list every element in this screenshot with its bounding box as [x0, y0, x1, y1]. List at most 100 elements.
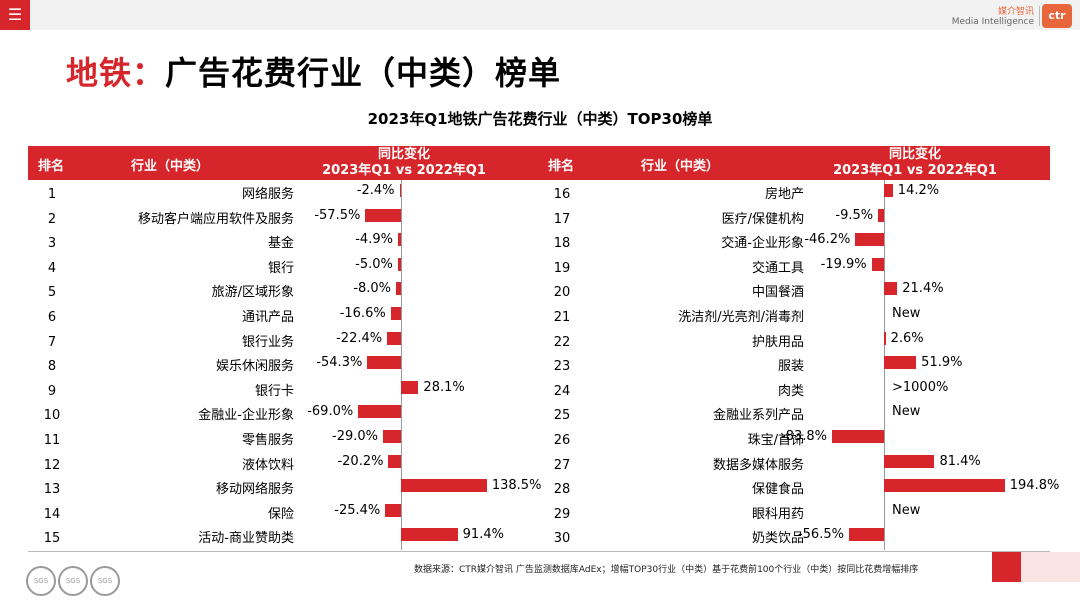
change-value-label: -20.2% — [337, 453, 384, 469]
change-bar — [884, 454, 935, 468]
rank-number: 3 — [47, 236, 57, 252]
table-row: 8 娱乐休闲服务 -54.3% — [0, 352, 1080, 377]
change-bar — [884, 479, 1005, 493]
change-bar — [387, 331, 401, 345]
industry-name: 金融业-企业形象 — [198, 408, 294, 424]
industry-name: 娱乐休闲服务 — [215, 359, 294, 375]
industry-name: 珠宝/首饰 — [747, 433, 804, 448]
change-value-label: 138.5% — [491, 478, 542, 494]
industry-name: 网络服务 — [241, 187, 294, 202]
table-row: 2 移动客户端应用软件及服务 -57.5% — [0, 205, 1080, 230]
rank-number: 19 — [553, 260, 571, 276]
change-bar — [397, 257, 401, 271]
change-bar — [884, 184, 893, 197]
rank-number: 27 — [553, 457, 571, 473]
header-industry-left: 行业（中类） — [131, 159, 210, 174]
industry-name: 基金 — [267, 236, 294, 252]
table-row: 23 服装 51.9% — [0, 352, 1080, 377]
change-value-label: -46.2% — [804, 232, 851, 248]
table-row: 17 医疗/保健机构 -9.5% — [0, 205, 1080, 230]
zero-axis-left — [401, 180, 402, 550]
hamburger-icon[interactable]: ☰ — [0, 0, 30, 30]
change-value-label: 28.1% — [423, 379, 465, 395]
rank-number: 1 — [47, 187, 57, 202]
industry-name: 保健食品 — [751, 482, 804, 498]
table-row: 14 保险 -25.4% — [0, 500, 1080, 525]
table-header: 排名 行业（中类） 同比变化 2023年Q1 vs 2022年Q1 排名 行业（… — [28, 146, 1050, 180]
rank-number: 10 — [43, 408, 61, 424]
rank-number: 6 — [47, 310, 57, 325]
rank-number: 20 — [553, 285, 571, 301]
rank-number: 17 — [553, 211, 571, 227]
table-row: 16 房地产 14.2% — [0, 180, 1080, 205]
table-row: 24 肉类 >1000% — [0, 377, 1080, 402]
table-row: 19 交通工具 -19.9% — [0, 254, 1080, 279]
table-row: 12 液体饮料 -20.2% — [0, 451, 1080, 476]
table-row: 18 交通-企业形象 -46.2% — [0, 229, 1080, 254]
rank-number: 22 — [553, 334, 571, 350]
change-value-label: New — [892, 502, 921, 518]
header-rank-left: 排名 — [38, 159, 65, 174]
change-bar — [848, 528, 884, 542]
table-row: 22 护肤用品 2.6% — [0, 328, 1080, 353]
table-row: 21 洗洁剂/光亮剂/消毒剂 New — [0, 303, 1080, 328]
industry-name: 服装 — [777, 359, 804, 375]
change-value-label: 194.8% — [1009, 478, 1060, 494]
industry-name: 通讯产品 — [241, 310, 294, 325]
change-value-label: 2.6% — [890, 330, 924, 346]
table-row: 30 奶类饮品 -56.5% — [0, 524, 1080, 549]
table-row: 10 金融业-企业形象 -69.0% — [0, 401, 1080, 426]
industry-name: 数据多媒体服务 — [712, 457, 804, 473]
change-value-label: -69.0% — [307, 404, 354, 420]
change-value-label: -19.9% — [820, 256, 867, 272]
change-bar — [401, 528, 458, 542]
change-value-label: -22.4% — [336, 330, 383, 346]
table-row: 1 网络服务 -2.4% — [0, 180, 1080, 205]
rank-number: 28 — [553, 482, 571, 498]
change-bar — [878, 208, 884, 222]
industry-name: 洗洁剂/光亮剂/消毒剂 — [678, 310, 804, 325]
footnote: 数据来源：CTR媒介智讯 广告监测数据库AdEx；增幅TOP30行业（中类）基于… — [414, 565, 919, 575]
table-row: 29 眼科用药 New — [0, 500, 1080, 525]
brand-en: Media Intelligence — [951, 17, 1034, 27]
header-change-line2: 2023年Q1 vs 2022年Q1 — [833, 163, 997, 178]
change-bar — [367, 356, 401, 370]
sgs-badge: SGS — [58, 566, 88, 596]
page-title-prefix: 地铁： — [66, 54, 166, 92]
change-value-label: -29.0% — [332, 429, 379, 444]
header-change-left: 同比变化 2023年Q1 vs 2022年Q1 — [304, 147, 504, 179]
table-row: 9 银行卡 28.1% — [0, 377, 1080, 402]
change-bar — [397, 233, 401, 247]
ctr-logo: ctr — [1042, 4, 1072, 28]
industry-name: 护肤用品 — [751, 334, 804, 350]
change-value-label: New — [892, 306, 921, 321]
rank-number: 11 — [43, 433, 61, 448]
rank-number: 23 — [553, 359, 571, 375]
change-value-label: 51.9% — [921, 355, 963, 371]
certification-badges: SGS SGS SGS — [26, 566, 122, 596]
change-bar — [399, 184, 401, 197]
change-bar — [390, 307, 401, 320]
footer-red-block — [992, 552, 1021, 582]
change-value-label: -5.0% — [355, 256, 393, 272]
change-value-label: 81.4% — [939, 453, 981, 469]
rank-number: 4 — [47, 260, 57, 276]
industry-name: 活动-商业赞助类 — [198, 531, 294, 547]
header-change-right: 同比变化 2023年Q1 vs 2022年Q1 — [815, 147, 1015, 179]
change-value-label: -54.3% — [316, 355, 363, 371]
rank-number: 14 — [43, 506, 61, 522]
table-row: 6 通讯产品 -16.6% — [0, 303, 1080, 328]
change-bar — [855, 233, 884, 247]
industry-name: 旅游/区域形象 — [211, 285, 294, 301]
change-bar — [365, 208, 401, 222]
rank-number: 9 — [47, 383, 57, 399]
rank-number: 18 — [553, 236, 571, 252]
change-bar — [871, 257, 884, 271]
brand-separator — [1039, 6, 1040, 26]
change-value-label: -16.6% — [339, 306, 386, 321]
change-bar — [385, 503, 401, 517]
table-row: 3 基金 -4.9% — [0, 229, 1080, 254]
change-bar — [884, 331, 886, 345]
industry-name: 交通-企业形象 — [721, 236, 804, 252]
change-value-label: -4.9% — [355, 232, 393, 248]
